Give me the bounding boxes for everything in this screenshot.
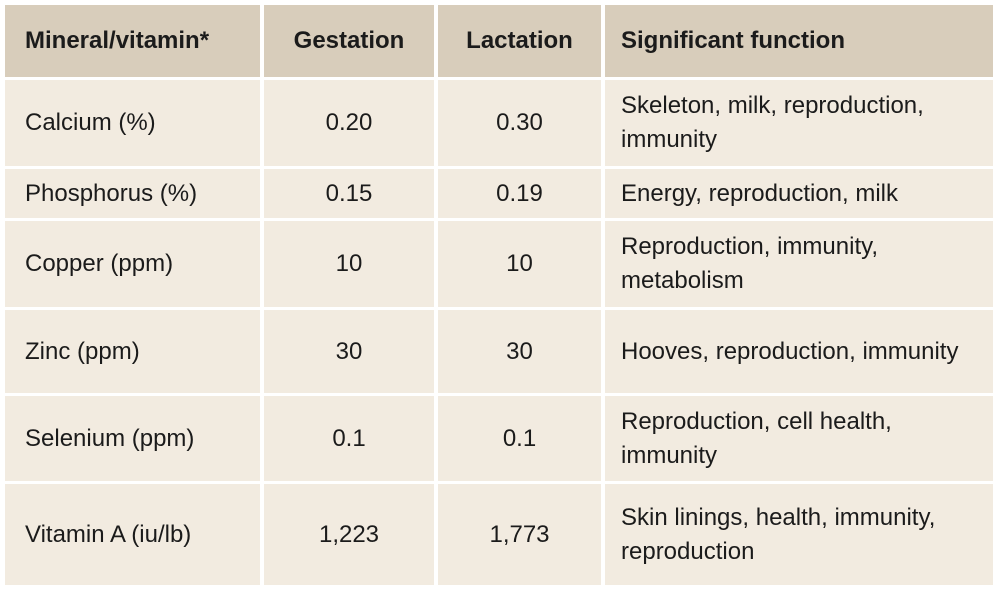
row-copper-lactation: 10 [438,221,601,307]
row-calcium-lactation: 0.30 [438,80,601,166]
row-vitamin-a-nutrient: Vitamin A (iu/lb) [5,484,260,585]
row-zinc-function: Hooves, reproduction, immunity [605,310,993,393]
row-phosphorus-lactation: 0.19 [438,169,601,218]
row-selenium-nutrient: Selenium (ppm) [5,396,260,481]
row-vitamin-a-function: Skin linings, health, immunity, reproduc… [605,484,993,585]
row-selenium-gestation: 0.1 [264,396,434,481]
row-vitamin-a-gestation: 1,223 [264,484,434,585]
nutrient-table: Mineral/vitamin* Gestation Lactation Sig… [5,5,993,595]
header-gestation: Gestation [264,5,434,77]
row-calcium-nutrient: Calcium (%) [5,80,260,166]
header-lactation: Lactation [438,5,601,77]
row-copper-nutrient: Copper (ppm) [5,221,260,307]
row-copper-gestation: 10 [264,221,434,307]
row-zinc-nutrient: Zinc (ppm) [5,310,260,393]
row-copper-function: Reproduction, immunity, metabolism [605,221,993,307]
row-zinc-lactation: 30 [438,310,601,393]
row-phosphorus-gestation: 0.15 [264,169,434,218]
row-phosphorus-function: Energy, reproduction, milk [605,169,993,218]
row-selenium-lactation: 0.1 [438,396,601,481]
row-phosphorus-nutrient: Phosphorus (%) [5,169,260,218]
row-calcium-function: Skeleton, milk, reproduction, immunity [605,80,993,166]
row-selenium-function: Reproduction, cell health, immunity [605,396,993,481]
row-zinc-gestation: 30 [264,310,434,393]
row-vitamin-a-lactation: 1,773 [438,484,601,585]
row-calcium-gestation: 0.20 [264,80,434,166]
header-mineral-vitamin: Mineral/vitamin* [5,5,260,77]
header-significant-function: Significant function [605,5,993,77]
